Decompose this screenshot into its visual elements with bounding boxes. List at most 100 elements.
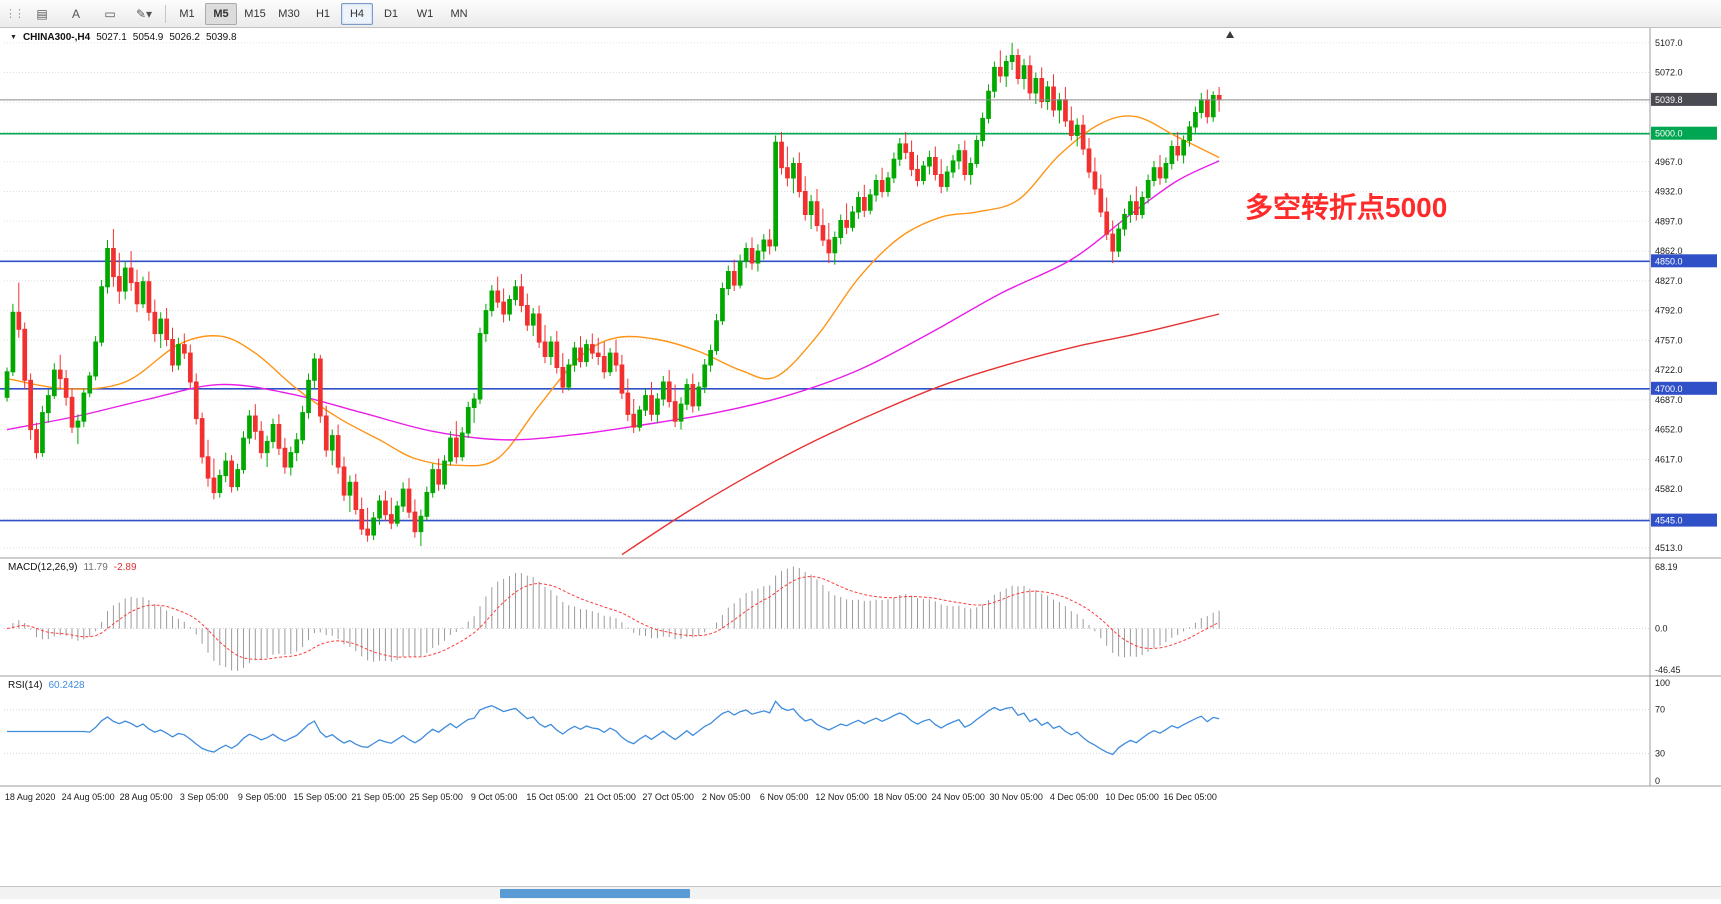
- price-tick: 4513.0: [1655, 543, 1683, 553]
- time-label: 2 Nov 05:00: [702, 792, 751, 802]
- ohlc-low: 5026.2: [169, 32, 200, 43]
- macd-histogram: [12, 566, 1220, 671]
- one-click-trading-toggle[interactable]: ▼: [10, 34, 17, 41]
- timeframe-m5[interactable]: M5: [205, 2, 237, 25]
- price-badge-5039.8: 5039.8: [1651, 92, 1717, 106]
- price-tick: 4967.0: [1655, 157, 1683, 167]
- symbol-timeframe-label: CHINA300-,H4: [22, 32, 91, 43]
- h-scrollbar-thumb[interactable]: [500, 889, 690, 898]
- rsi-value: 60.2428: [48, 680, 85, 691]
- chart-window: ▼ CHINA300-,H4 5027.1 5054.9 5026.2 5039…: [0, 28, 1721, 899]
- svg-text:4850.0: 4850.0: [1655, 256, 1683, 266]
- time-label: 12 Nov 05:00: [815, 792, 869, 802]
- macd-axis-labels[interactable]: 68.19 0.0 -46.45: [1655, 562, 1681, 675]
- shapes-tool-icon[interactable]: ▭: [104, 6, 116, 21]
- price-tick: 5072.0: [1655, 68, 1683, 78]
- price-tick: 4862.0: [1655, 246, 1683, 256]
- price-tick: 4582.0: [1655, 484, 1683, 494]
- price-badge-4700.0: 4700.0: [1651, 381, 1717, 395]
- price-tick: 4617.0: [1655, 454, 1683, 464]
- top-toolbar: ⋮⋮ ▤ A ▭ ✎▾ M1 M5 M15 M30 H1 H4 D1 W1 MN: [0, 0, 1721, 28]
- svg-text:68.19: 68.19: [1655, 562, 1678, 572]
- chart-canvas[interactable]: 5107.0 5072.0 4967.0 4932.0 4897.0 4862.0 4827…: [0, 28, 1721, 899]
- timeframe-d1[interactable]: D1: [383, 7, 399, 20]
- macd-signal-line: [6, 575, 1220, 660]
- time-label: 18 Nov 05:00: [873, 792, 927, 802]
- svg-text:4545.0: 4545.0: [1655, 516, 1683, 526]
- time-label: 24 Nov 05:00: [931, 792, 985, 802]
- time-label: 28 Aug 05:00: [120, 792, 173, 802]
- timeframe-m15[interactable]: M15: [244, 7, 266, 20]
- svg-text:70: 70: [1655, 705, 1665, 715]
- windows-icon[interactable]: ▤: [36, 6, 48, 21]
- timeframe-h4[interactable]: H4: [341, 2, 373, 25]
- price-tick: 4932.0: [1655, 187, 1683, 197]
- timeframe-w1[interactable]: W1: [416, 7, 434, 20]
- time-label: 18 Aug 2020: [5, 792, 56, 802]
- svg-text:5039.8: 5039.8: [1655, 95, 1683, 105]
- time-label: 21 Sep 05:00: [351, 792, 405, 802]
- time-label: 9 Sep 05:00: [238, 792, 287, 802]
- price-badge-4545.0: 4545.0: [1651, 513, 1717, 527]
- rsi-axis-labels[interactable]: 100 70 30 0: [1655, 678, 1670, 786]
- time-label: 27 Oct 05:00: [642, 792, 694, 802]
- chart-annotation-text: 多空转折点5000: [1245, 192, 1448, 223]
- time-label: 25 Sep 05:00: [409, 792, 463, 802]
- svg-text:-46.45: -46.45: [1655, 665, 1681, 675]
- timeframe-m1[interactable]: M1: [179, 7, 195, 20]
- price-axis-labels[interactable]: 5107.0 5072.0 4967.0 4932.0 4897.0 4862.0 4827…: [1655, 38, 1683, 553]
- svg-text:0: 0: [1655, 776, 1660, 786]
- price-tick: 4687.0: [1655, 395, 1683, 405]
- macd-signal-value: -2.89: [113, 562, 137, 573]
- price-tick: 4757.0: [1655, 335, 1683, 345]
- chart-header: ▼ CHINA300-,H4 5027.1 5054.9 5026.2 5039…: [10, 32, 237, 43]
- rsi-panel-label: RSI(14) 60.2428: [8, 680, 85, 691]
- rsi-name: RSI(14): [8, 680, 43, 691]
- time-label: 4 Dec 05:00: [1050, 792, 1099, 802]
- svg-text:5000.0: 5000.0: [1655, 129, 1683, 139]
- timeframe-h1[interactable]: H1: [315, 7, 331, 20]
- time-label: 15 Sep 05:00: [293, 792, 347, 802]
- price-tick: 4897.0: [1655, 216, 1683, 226]
- price-tick: 4792.0: [1655, 306, 1683, 316]
- macd-panel-label: MACD(12,26,9) 11.79 -2.89: [8, 562, 137, 573]
- price-badge-4850.0: 4850.0: [1651, 254, 1717, 268]
- time-label: 15 Oct 05:00: [526, 792, 578, 802]
- timeframe-mn[interactable]: MN: [450, 7, 468, 20]
- svg-text:30: 30: [1655, 748, 1665, 758]
- horizontal-levels[interactable]: [0, 132, 1650, 522]
- shift-marker-icon[interactable]: [1226, 31, 1235, 38]
- price-badge-5000.0: 5000.0: [1651, 126, 1717, 140]
- price-tick: 4652.0: [1655, 425, 1683, 435]
- price-grid: [4, 42, 1650, 549]
- price-tick: 5107.0: [1655, 38, 1683, 48]
- macd-name: MACD(12,26,9): [8, 562, 78, 573]
- rsi-line: [7, 700, 1220, 756]
- time-label: 3 Sep 05:00: [180, 792, 229, 802]
- text-tool-icon[interactable]: A: [71, 6, 80, 21]
- time-label: 6 Nov 05:00: [760, 792, 809, 802]
- timeframe-m30[interactable]: M30: [278, 7, 300, 20]
- svg-text:100: 100: [1655, 678, 1670, 688]
- time-axis-labels[interactable]: 18 Aug 2020 24 Aug 05:00 28 Aug 05:00 3 Sep…: [5, 792, 1217, 802]
- draw-tools-icon[interactable]: ✎▾: [135, 6, 153, 21]
- time-label: 30 Nov 05:00: [989, 792, 1043, 802]
- ohlc-open: 5027.1: [96, 32, 127, 43]
- time-label: 10 Dec 05:00: [1105, 792, 1159, 802]
- candles-down: [16, 48, 1222, 542]
- svg-text:0.0: 0.0: [1655, 624, 1668, 634]
- svg-text:4700.0: 4700.0: [1655, 384, 1683, 394]
- ohlc-high: 5054.9: [132, 32, 164, 43]
- price-tick: 4722.0: [1655, 365, 1683, 375]
- candles-up: [4, 42, 1216, 547]
- ma-fast-line: [6, 115, 1220, 467]
- ma-mid-line: [6, 160, 1220, 441]
- time-label: 24 Aug 05:00: [62, 792, 115, 802]
- time-label: 16 Dec 05:00: [1163, 792, 1217, 802]
- ma-slow-line: [621, 313, 1220, 556]
- price-tick: 4827.0: [1655, 276, 1683, 286]
- toolbar-separator: [165, 4, 166, 23]
- toolbar-grip[interactable]: ⋮⋮: [5, 8, 25, 20]
- ohlc-close: 5039.8: [205, 32, 237, 43]
- h-scrollbar[interactable]: [0, 886, 1721, 899]
